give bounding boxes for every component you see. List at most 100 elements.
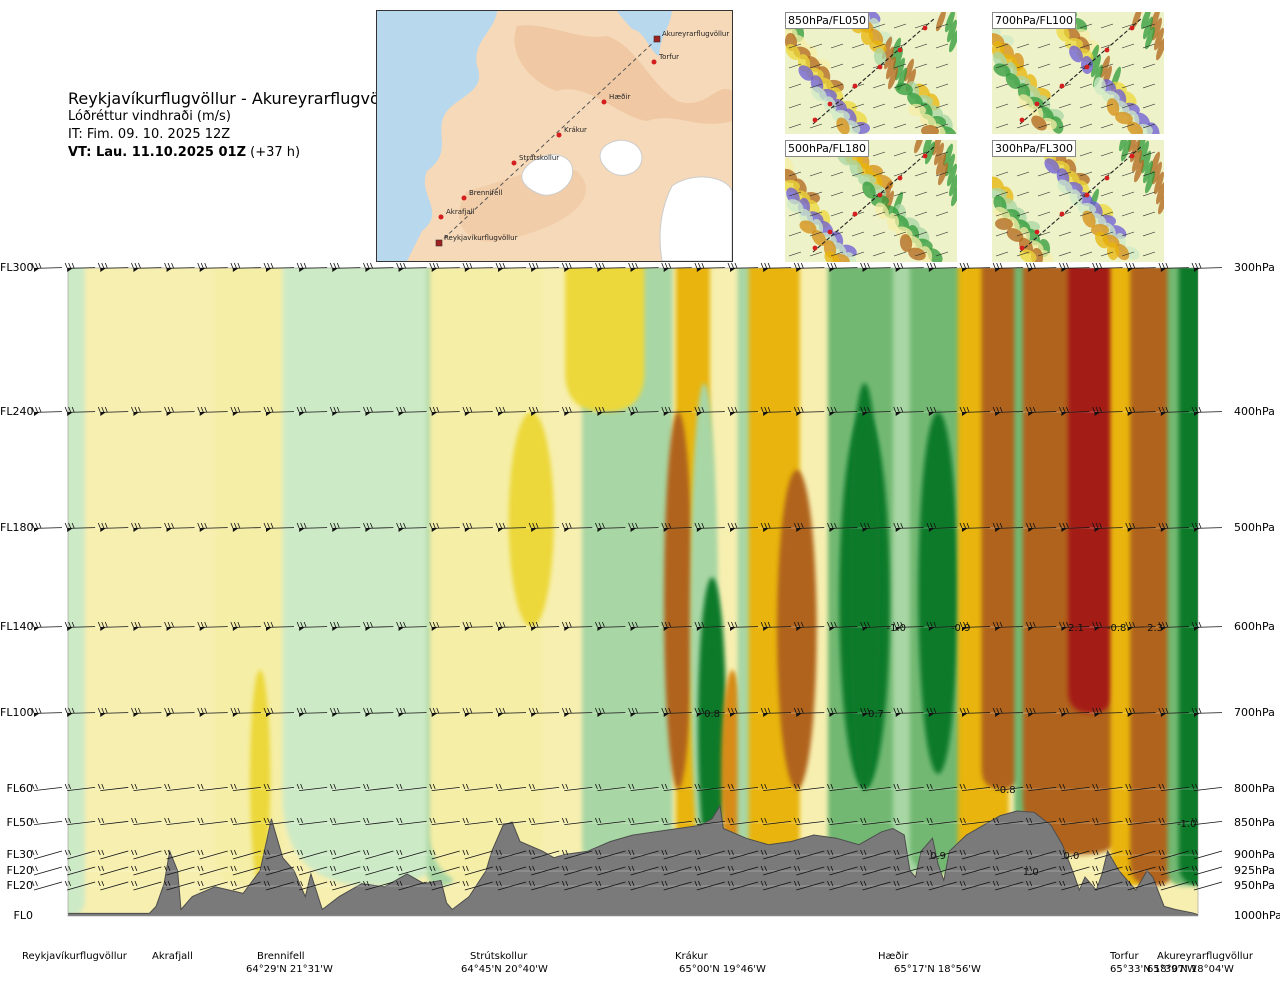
barb-feather bbox=[727, 522, 731, 529]
barb-feather bbox=[35, 880, 38, 887]
barb-feather bbox=[134, 817, 138, 824]
wind-barb bbox=[827, 262, 858, 272]
wind-barb bbox=[760, 707, 792, 717]
thumb-barb bbox=[995, 211, 1009, 217]
barb-feather bbox=[867, 406, 870, 413]
barb-feather bbox=[827, 865, 830, 872]
barb-feather bbox=[528, 783, 532, 790]
barb-shaft bbox=[630, 881, 659, 891]
barb-shaft bbox=[796, 850, 825, 860]
barb-shaft bbox=[862, 866, 891, 876]
barb-feather bbox=[230, 865, 234, 872]
barb-pennant bbox=[829, 627, 836, 631]
barb-feather bbox=[598, 783, 602, 790]
barb-feather bbox=[469, 406, 473, 413]
wind-barb bbox=[528, 621, 560, 631]
barb-feather bbox=[631, 522, 635, 529]
barb-feather bbox=[167, 849, 171, 856]
barb-feather bbox=[992, 849, 996, 856]
valid-time: VT: Lau. 11.10.2025 01Z (+37 h) bbox=[68, 144, 405, 162]
barb-shaft bbox=[133, 850, 162, 860]
barb-feather bbox=[1125, 522, 1129, 529]
barb-feather bbox=[661, 849, 665, 856]
thumb-barb bbox=[995, 83, 1009, 89]
wind-barb bbox=[827, 522, 858, 532]
thumb-blob bbox=[1119, 140, 1129, 152]
barb-feather bbox=[1132, 621, 1136, 628]
thumb-barb bbox=[809, 171, 823, 177]
route-map: Reykjavíkurflugvöllur Akrafjall Brennifell… bbox=[376, 10, 733, 262]
wind-barb bbox=[1125, 817, 1156, 825]
barb-shaft bbox=[663, 881, 692, 891]
wind-barbs bbox=[31, 262, 1223, 891]
barb-feather bbox=[164, 783, 167, 790]
barb-pennant bbox=[531, 412, 538, 416]
barb-shaft bbox=[1160, 850, 1189, 860]
barb-feather bbox=[598, 707, 602, 714]
barb-shaft bbox=[1028, 881, 1057, 891]
barb-feather bbox=[933, 262, 937, 269]
barb-shaft bbox=[829, 850, 858, 860]
barb-feather bbox=[366, 865, 370, 872]
band-36 bbox=[1274, 263, 1280, 886]
barb-pennant bbox=[1094, 627, 1101, 631]
thumb-route-point bbox=[1059, 83, 1065, 89]
barb-shaft bbox=[862, 881, 891, 891]
barb-pennant bbox=[1127, 528, 1134, 532]
barb-feather bbox=[863, 621, 867, 628]
barb-feather bbox=[499, 621, 502, 628]
barb-shaft bbox=[365, 866, 394, 876]
barb-feather bbox=[396, 522, 399, 529]
wind-barb bbox=[263, 865, 295, 876]
barb-feather bbox=[167, 522, 171, 529]
barb-feather bbox=[727, 406, 731, 413]
barb-feather bbox=[528, 621, 532, 628]
barb-feather bbox=[535, 621, 539, 628]
thumb-barb bbox=[1142, 151, 1156, 157]
barb-feather bbox=[329, 262, 333, 269]
thumb-barb bbox=[1058, 191, 1072, 197]
barb-feather bbox=[860, 880, 863, 887]
barb-feather bbox=[565, 849, 569, 856]
barb-feather bbox=[370, 262, 373, 269]
thumb-barb bbox=[914, 171, 928, 177]
barb-pennant bbox=[895, 412, 902, 416]
wind-barb bbox=[760, 849, 792, 860]
barb-feather bbox=[101, 262, 105, 269]
barb-feather bbox=[929, 707, 933, 714]
wind-barb bbox=[263, 707, 295, 717]
wind-barb bbox=[694, 406, 725, 416]
wind-barb bbox=[628, 406, 659, 416]
barb-feather bbox=[996, 880, 1000, 887]
thumb-blob bbox=[908, 247, 926, 261]
barb-feather bbox=[1195, 880, 1198, 887]
thumb-blob bbox=[992, 176, 1004, 192]
barb-shaft bbox=[961, 821, 991, 825]
barb-feather bbox=[1132, 522, 1136, 529]
barb-feather bbox=[1095, 621, 1099, 628]
location-name: Torfur bbox=[1110, 951, 1139, 962]
barb-shaft bbox=[564, 821, 593, 825]
thumb-blob bbox=[907, 92, 923, 108]
barb-feather bbox=[565, 621, 569, 628]
thumb-barb bbox=[935, 151, 949, 157]
thumb-blob bbox=[1150, 151, 1160, 175]
barb-feather bbox=[595, 783, 598, 790]
barb-feather bbox=[502, 522, 506, 529]
barb-feather bbox=[764, 817, 768, 824]
barb-feather bbox=[664, 783, 668, 790]
barb-feather bbox=[131, 621, 134, 628]
thumb-barb bbox=[1121, 63, 1135, 69]
barb-pennant bbox=[663, 412, 670, 416]
barb-feather bbox=[926, 707, 930, 714]
wind-barb bbox=[793, 817, 825, 825]
barb-pennant bbox=[199, 627, 206, 631]
barb-shaft bbox=[729, 866, 759, 876]
barb-feather bbox=[200, 707, 204, 714]
barb-pennant bbox=[597, 528, 604, 532]
barb-feather bbox=[1195, 865, 1198, 872]
barb-feather bbox=[38, 621, 42, 628]
wind-barb bbox=[595, 707, 626, 717]
barb-feather bbox=[396, 880, 399, 887]
wind-barb bbox=[64, 621, 96, 631]
